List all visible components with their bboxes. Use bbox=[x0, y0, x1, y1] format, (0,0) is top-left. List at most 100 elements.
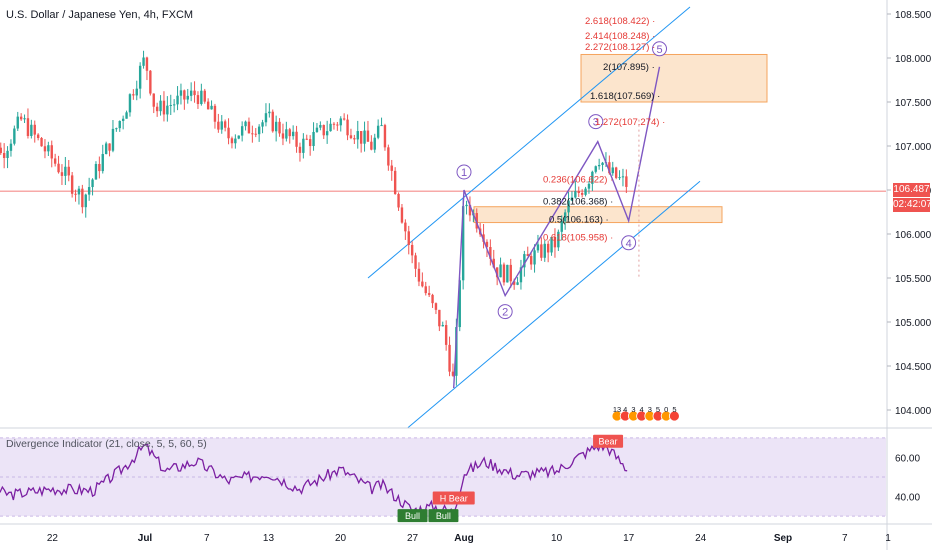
candle-body bbox=[342, 118, 346, 120]
candle-body bbox=[237, 135, 240, 139]
event-marker-label: 3 bbox=[631, 405, 635, 414]
candle-body bbox=[135, 88, 138, 96]
candle-body bbox=[533, 250, 536, 265]
wave-label-circle bbox=[621, 235, 637, 251]
x-tick-label: Jul bbox=[138, 533, 153, 544]
candle-body bbox=[257, 126, 261, 135]
candle-body bbox=[580, 192, 584, 195]
candle-body bbox=[550, 236, 553, 253]
indicator-y-tick-label: 40.00 bbox=[895, 493, 920, 504]
candle-body bbox=[427, 293, 431, 295]
candle-body bbox=[40, 137, 43, 147]
candle-body bbox=[560, 221, 563, 232]
candle-body bbox=[268, 111, 271, 114]
candle-body bbox=[349, 135, 353, 139]
signal-label: H Bear bbox=[440, 493, 468, 503]
candle-body bbox=[64, 166, 67, 176]
fib-level-label: 0.5(106.163) · bbox=[549, 215, 609, 226]
candle-body bbox=[115, 128, 118, 130]
candle-body bbox=[448, 344, 451, 372]
signal-label: Bull bbox=[405, 511, 420, 521]
y-tick-label: 108.000 bbox=[895, 54, 932, 65]
wave-label-circle bbox=[456, 164, 472, 180]
elliott-wave: 1 2 3 4 5 bbox=[453, 41, 668, 389]
candle-body bbox=[251, 133, 254, 135]
candle-body bbox=[363, 130, 366, 144]
wave-label-circle bbox=[588, 114, 604, 130]
candle-body bbox=[434, 303, 438, 310]
candle-body bbox=[475, 213, 478, 229]
candle-body bbox=[142, 57, 145, 66]
candle-body bbox=[322, 125, 325, 136]
candle-body bbox=[492, 258, 495, 268]
candle-body bbox=[43, 146, 47, 152]
x-tick-label: 20 bbox=[335, 533, 347, 544]
candle-body bbox=[33, 124, 36, 135]
candle-body bbox=[104, 143, 108, 155]
event-marker-label: 13 bbox=[613, 405, 621, 414]
candle-body bbox=[166, 105, 169, 115]
wave-label-circle bbox=[497, 304, 513, 320]
y-tick-label: 105.000 bbox=[895, 318, 932, 329]
candle-body bbox=[230, 138, 234, 144]
candle-body bbox=[407, 231, 410, 245]
candle-body bbox=[132, 94, 135, 96]
candle-body bbox=[339, 118, 342, 126]
candle-body bbox=[223, 121, 227, 128]
fib-level-label: 1.618(107.569) · bbox=[590, 91, 660, 102]
event-markers[interactable]: 13 4 3 4 3 5 0 5 bbox=[611, 405, 680, 422]
candle-body bbox=[6, 150, 9, 159]
wave-label: 3 bbox=[593, 117, 599, 129]
fib-level-label: 0.618(105.958) · bbox=[543, 233, 613, 244]
candle-body bbox=[499, 264, 502, 278]
price-channel bbox=[367, 6, 701, 428]
candle-body bbox=[465, 204, 468, 207]
y-tick-label: 104.000 bbox=[895, 406, 932, 417]
candle-body bbox=[196, 95, 200, 105]
candles bbox=[0, 50, 628, 386]
wave-label-circle bbox=[652, 41, 668, 57]
candle-body bbox=[356, 131, 359, 140]
candle-body bbox=[149, 70, 152, 94]
fib-level-label: 1.272(107.274) · bbox=[595, 117, 665, 128]
event-marker[interactable] bbox=[669, 410, 680, 422]
candle-body bbox=[570, 197, 574, 201]
candle-body bbox=[67, 166, 70, 176]
candle-body bbox=[390, 165, 393, 171]
channel-lower bbox=[407, 180, 701, 428]
candle-body bbox=[376, 125, 380, 138]
x-tick-label: 17 bbox=[623, 533, 635, 544]
candle-body bbox=[625, 176, 628, 187]
candle-body bbox=[295, 131, 298, 147]
candle-body bbox=[557, 231, 560, 248]
candle-body bbox=[30, 124, 33, 136]
candle-body bbox=[421, 281, 424, 287]
candle-body bbox=[404, 222, 407, 232]
candle-body bbox=[281, 133, 285, 139]
candle-body bbox=[523, 254, 526, 268]
candle-body bbox=[618, 177, 621, 179]
candle-body bbox=[189, 90, 193, 96]
candle-body bbox=[128, 94, 132, 113]
candle-body bbox=[591, 171, 594, 184]
event-marker-label: 4 bbox=[623, 405, 627, 414]
candle-body bbox=[2, 153, 6, 159]
candle-body bbox=[271, 111, 274, 132]
y-tick-label: 104.500 bbox=[895, 362, 932, 373]
candle-body bbox=[108, 143, 111, 151]
fib-level-label: 0.236(106.622) · bbox=[543, 174, 613, 185]
candle-body bbox=[509, 264, 512, 282]
candle-body bbox=[36, 134, 40, 138]
candle-body bbox=[370, 141, 373, 150]
fib-level-label: 0.382(106.368) · bbox=[543, 197, 613, 208]
candle-body bbox=[458, 280, 461, 328]
candle-body bbox=[9, 143, 13, 151]
candle-body bbox=[332, 123, 336, 125]
x-tick-label: 7 bbox=[842, 533, 848, 544]
candle-body bbox=[553, 236, 557, 248]
candle-body bbox=[125, 112, 128, 119]
signal-label: Bear bbox=[599, 437, 618, 447]
candle-body bbox=[285, 129, 288, 139]
